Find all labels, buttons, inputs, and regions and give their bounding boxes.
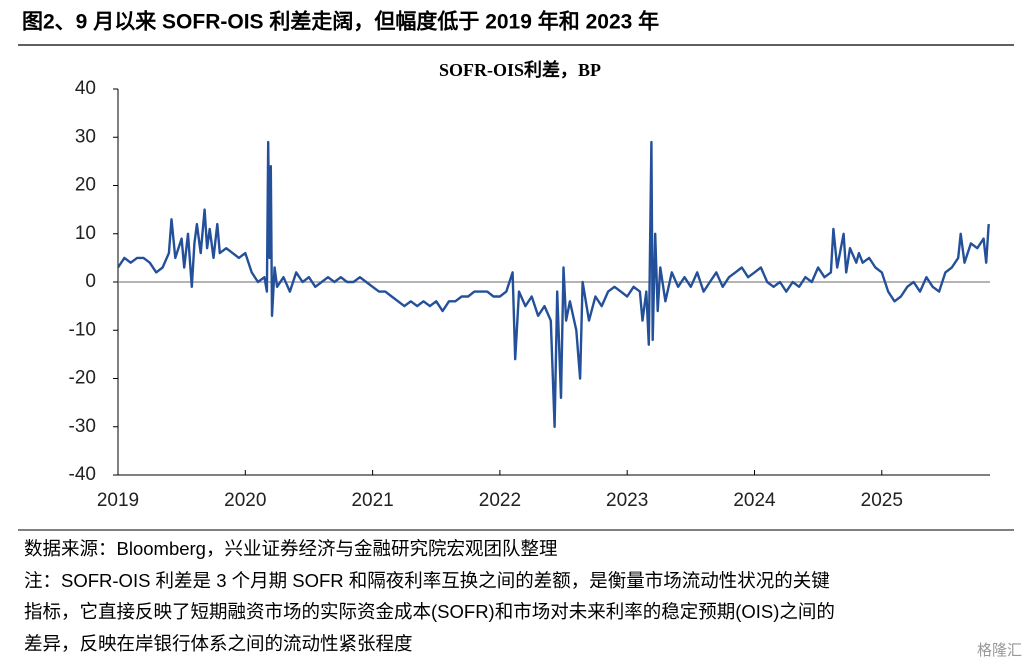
y-tick-label: -30 xyxy=(69,416,96,437)
x-tick-label: 2019 xyxy=(97,490,139,511)
source: 数据来源：Bloomberg，兴业证券经济与金融研究院宏观团队整理 xyxy=(24,538,557,559)
x-tick-label: 2022 xyxy=(479,490,521,511)
y-tick-label: 20 xyxy=(75,175,96,196)
y-tick-label: -10 xyxy=(69,319,96,340)
y-tick-label: 10 xyxy=(75,223,96,244)
note-line: 差异，反映在岸银行体系之间的流动性紧张程度 xyxy=(24,633,413,654)
y-tick-label: -20 xyxy=(69,368,96,389)
watermark: 格隆汇 xyxy=(977,642,1022,659)
figure-title: 图2、9 月以来 SOFR-OIS 利差走阔，但幅度低于 2019 年和 202… xyxy=(22,10,659,34)
x-tick-label: 2020 xyxy=(224,490,266,511)
note-line: 指标，它直接反映了短期融资市场的实际资金成本(SOFR)和市场对未来利率的稳定预… xyxy=(24,601,835,622)
y-tick-label: 30 xyxy=(75,126,96,147)
x-tick-label: 2025 xyxy=(861,490,903,511)
chart-title: SOFR-OIS利差，BP xyxy=(439,59,601,80)
note-line: 注：SOFR-OIS 利差是 3 个月期 SOFR 和隔夜利率互换之间的差额，是… xyxy=(24,570,830,591)
x-tick-label: 2021 xyxy=(351,490,393,511)
y-tick-label: 0 xyxy=(85,271,96,292)
x-tick-label: 2024 xyxy=(733,490,776,511)
x-tick-label: 2023 xyxy=(606,490,648,511)
y-tick-label: 40 xyxy=(75,78,96,99)
series-line xyxy=(117,140,990,428)
y-tick-label: -40 xyxy=(69,464,96,485)
